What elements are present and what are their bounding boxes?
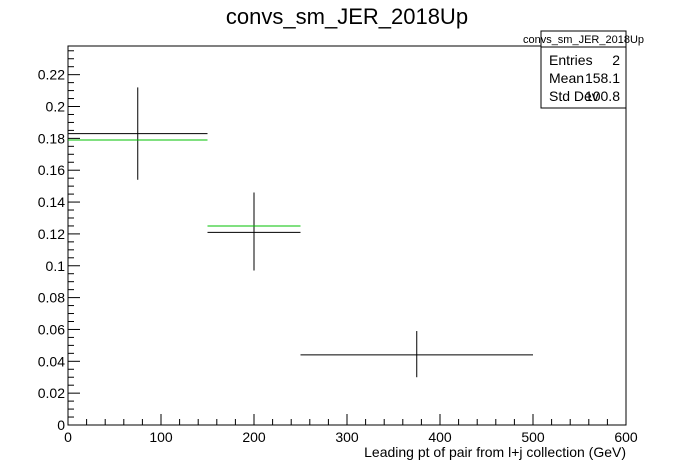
stats-entries-value: 2 xyxy=(612,52,620,68)
x-tick-label: 300 xyxy=(335,429,359,445)
black-series xyxy=(68,87,533,378)
y-tick-label: 0.02 xyxy=(38,385,65,401)
y-tick-label: 0.14 xyxy=(38,194,65,210)
x-tick-label: 400 xyxy=(428,429,452,445)
green-series xyxy=(68,139,301,227)
y-tick-label: 0.12 xyxy=(38,226,65,242)
stats-mean-label: Mean xyxy=(549,70,584,86)
stats-stddev-value: 100.8 xyxy=(585,88,620,104)
x-tick-label: 100 xyxy=(149,429,173,445)
axis-ticks-group: 0 100 200 300 400 500 600 0 0.02 0.04 0.06 0.08 0.1 0… xyxy=(38,50,638,445)
y-tick-label: 0.2 xyxy=(46,99,66,115)
stats-entries-label: Entries xyxy=(549,52,593,68)
stats-box-title: convs_sm_JER_2018Up xyxy=(523,34,644,46)
y-tick-label: 0.1 xyxy=(46,258,66,274)
y-tick-label: 0.08 xyxy=(38,290,65,306)
data-series-group xyxy=(68,87,533,378)
x-tick-label: 200 xyxy=(242,429,266,445)
y-tick-label: 0.16 xyxy=(38,162,65,178)
x-tick-label: 500 xyxy=(521,429,545,445)
y-tick-label: 0.06 xyxy=(38,321,65,337)
stats-stddev-label: Std Dev xyxy=(549,88,599,104)
stats-mean-value: 158.1 xyxy=(585,70,620,86)
chart-title: convs_sm_JER_2018Up xyxy=(226,4,468,29)
y-tick-label: 0.22 xyxy=(38,67,65,83)
stats-box-frame xyxy=(540,30,627,109)
stats-box: convs_sm_JER_2018Up Entries 2 Mean 158.1… xyxy=(523,30,644,109)
x-tick-label: 0 xyxy=(64,429,72,445)
y-tick-label: 0.18 xyxy=(38,130,65,146)
x-tick-label: 600 xyxy=(614,429,638,445)
y-tick-label: 0.04 xyxy=(38,353,65,369)
y-tick-label: 0 xyxy=(57,417,65,433)
x-axis-label: Leading pt of pair from l+j collection (… xyxy=(364,444,626,460)
